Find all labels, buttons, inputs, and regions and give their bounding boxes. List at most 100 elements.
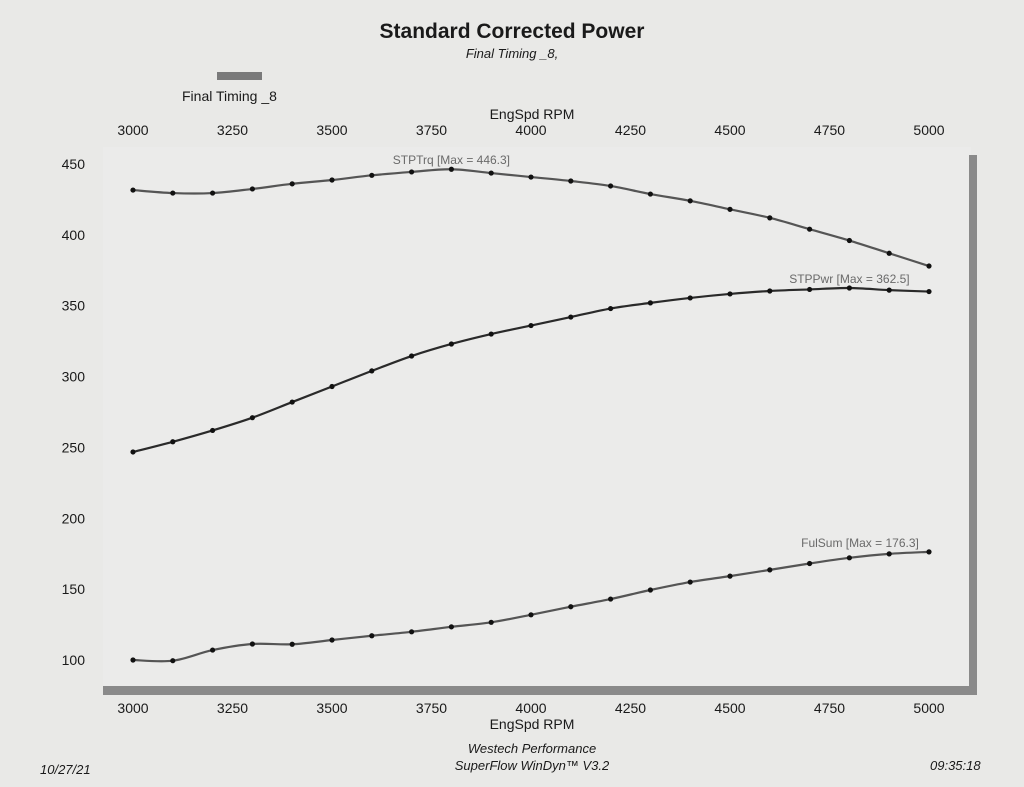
data-point-stppwr xyxy=(329,383,335,390)
x-tick-top: 5000 xyxy=(913,122,944,138)
data-point-fulsum xyxy=(608,596,614,602)
data-point-fulsum xyxy=(488,619,494,625)
legend-label: Final Timing _8 xyxy=(182,88,277,104)
data-point-fulsum xyxy=(807,560,813,567)
data-point-stptrq xyxy=(528,174,534,180)
frame-shadow-right xyxy=(969,155,977,695)
footer-company: Westech Performance xyxy=(467,741,597,756)
x-tick-top: 4250 xyxy=(615,122,646,138)
data-point-stptrq xyxy=(846,237,853,244)
x-tick-bottom: 4750 xyxy=(814,700,845,716)
x-tick-bottom: 3250 xyxy=(217,700,248,716)
frame-shadow-bottom xyxy=(103,686,977,695)
x-tick-bottom: 3750 xyxy=(416,700,447,716)
data-point-stptrq xyxy=(289,181,295,187)
data-point-stppwr xyxy=(926,288,932,295)
x-tick-bottom: 5000 xyxy=(913,700,944,716)
data-point-fulsum xyxy=(210,647,216,653)
print-date: 10/27/21 xyxy=(40,762,91,777)
data-point-stptrq xyxy=(926,263,932,269)
data-point-fulsum xyxy=(727,573,733,579)
x-tick-top: 4500 xyxy=(714,122,745,138)
data-point-fulsum xyxy=(170,658,176,664)
y-tick: 250 xyxy=(62,439,86,455)
data-point-stppwr xyxy=(289,399,295,405)
x-tick-bottom: 4000 xyxy=(515,700,546,716)
data-point-stppwr xyxy=(170,439,176,445)
data-point-fulsum xyxy=(886,551,892,557)
data-point-stptrq xyxy=(329,177,335,183)
y-tick: 300 xyxy=(62,369,86,385)
data-point-fulsum xyxy=(687,579,693,585)
data-point-stppwr xyxy=(886,287,892,293)
data-point-fulsum xyxy=(528,612,534,618)
x-tick-top: 3750 xyxy=(416,122,447,138)
data-point-stppwr xyxy=(687,295,693,301)
data-point-stppwr xyxy=(488,331,494,337)
data-point-stptrq xyxy=(409,169,415,175)
data-point-stptrq xyxy=(727,206,733,212)
data-point-stptrq xyxy=(807,226,813,232)
data-point-fulsum xyxy=(369,633,375,639)
data-point-fulsum xyxy=(568,604,574,610)
x-tick-top: 4000 xyxy=(515,122,546,138)
data-point-fulsum xyxy=(289,641,295,647)
data-point-stptrq xyxy=(369,172,375,178)
data-point-stppwr xyxy=(568,314,574,320)
data-point-stptrq xyxy=(210,190,216,196)
footer-software: SuperFlow WinDyn™ V3.2 xyxy=(454,758,610,773)
data-point-stppwr xyxy=(647,300,654,306)
y-tick: 200 xyxy=(62,510,86,526)
y-tick: 400 xyxy=(62,227,86,243)
data-point-stppwr xyxy=(767,288,773,294)
chart-title: Standard Corrected Power xyxy=(379,20,645,43)
data-point-stppwr xyxy=(846,285,853,291)
y-tick: 350 xyxy=(62,298,86,314)
data-point-stppwr xyxy=(448,341,454,347)
y-tick: 150 xyxy=(62,581,86,597)
data-point-stppwr xyxy=(409,353,415,359)
data-point-stptrq xyxy=(608,183,614,189)
legend-swatch xyxy=(217,72,262,80)
plot-area xyxy=(103,147,971,687)
data-point-fulsum xyxy=(767,567,773,573)
data-point-stppwr xyxy=(369,368,375,374)
data-point-stptrq xyxy=(767,215,773,221)
data-point-stptrq xyxy=(448,166,454,172)
bottom-axis-title: EngSpd RPM xyxy=(489,716,575,732)
x-tick-bottom: 4250 xyxy=(615,700,646,716)
top-axis-title: EngSpd RPM xyxy=(489,106,575,122)
chart-subtitle: Final Timing _8, xyxy=(465,46,559,61)
data-point-fulsum xyxy=(329,637,335,643)
data-point-stppwr xyxy=(249,415,255,421)
data-point-stptrq xyxy=(249,186,255,192)
data-point-stppwr xyxy=(727,291,733,297)
data-point-stppwr xyxy=(130,449,136,455)
data-point-stptrq xyxy=(886,250,892,256)
data-point-stptrq xyxy=(647,191,654,197)
data-point-stptrq xyxy=(687,198,693,204)
x-tick-bottom: 3000 xyxy=(117,700,148,716)
data-point-fulsum xyxy=(409,629,415,635)
data-point-fulsum xyxy=(926,549,932,555)
data-point-fulsum xyxy=(130,657,136,663)
y-tick: 100 xyxy=(62,652,86,668)
x-tick-bottom: 3500 xyxy=(316,700,347,716)
data-point-stptrq xyxy=(130,187,136,193)
data-point-fulsum xyxy=(249,641,255,647)
data-point-stptrq xyxy=(568,178,574,184)
data-point-fulsum xyxy=(448,624,454,630)
data-point-stppwr xyxy=(528,322,534,329)
y-tick: 450 xyxy=(62,156,86,172)
max-label-fulsum: FulSum [Max = 176.3] xyxy=(801,536,919,550)
max-label-stppwr: STPPwr [Max = 362.5] xyxy=(789,272,909,286)
data-point-stppwr xyxy=(608,305,614,312)
x-tick-top: 3250 xyxy=(217,122,248,138)
data-point-stptrq xyxy=(488,170,494,176)
max-label-stptrq: STPTrq [Max = 446.3] xyxy=(393,153,510,167)
data-point-stppwr xyxy=(210,427,216,434)
data-point-stptrq xyxy=(170,190,176,196)
data-point-fulsum xyxy=(647,587,654,593)
x-tick-top: 3000 xyxy=(117,122,148,138)
